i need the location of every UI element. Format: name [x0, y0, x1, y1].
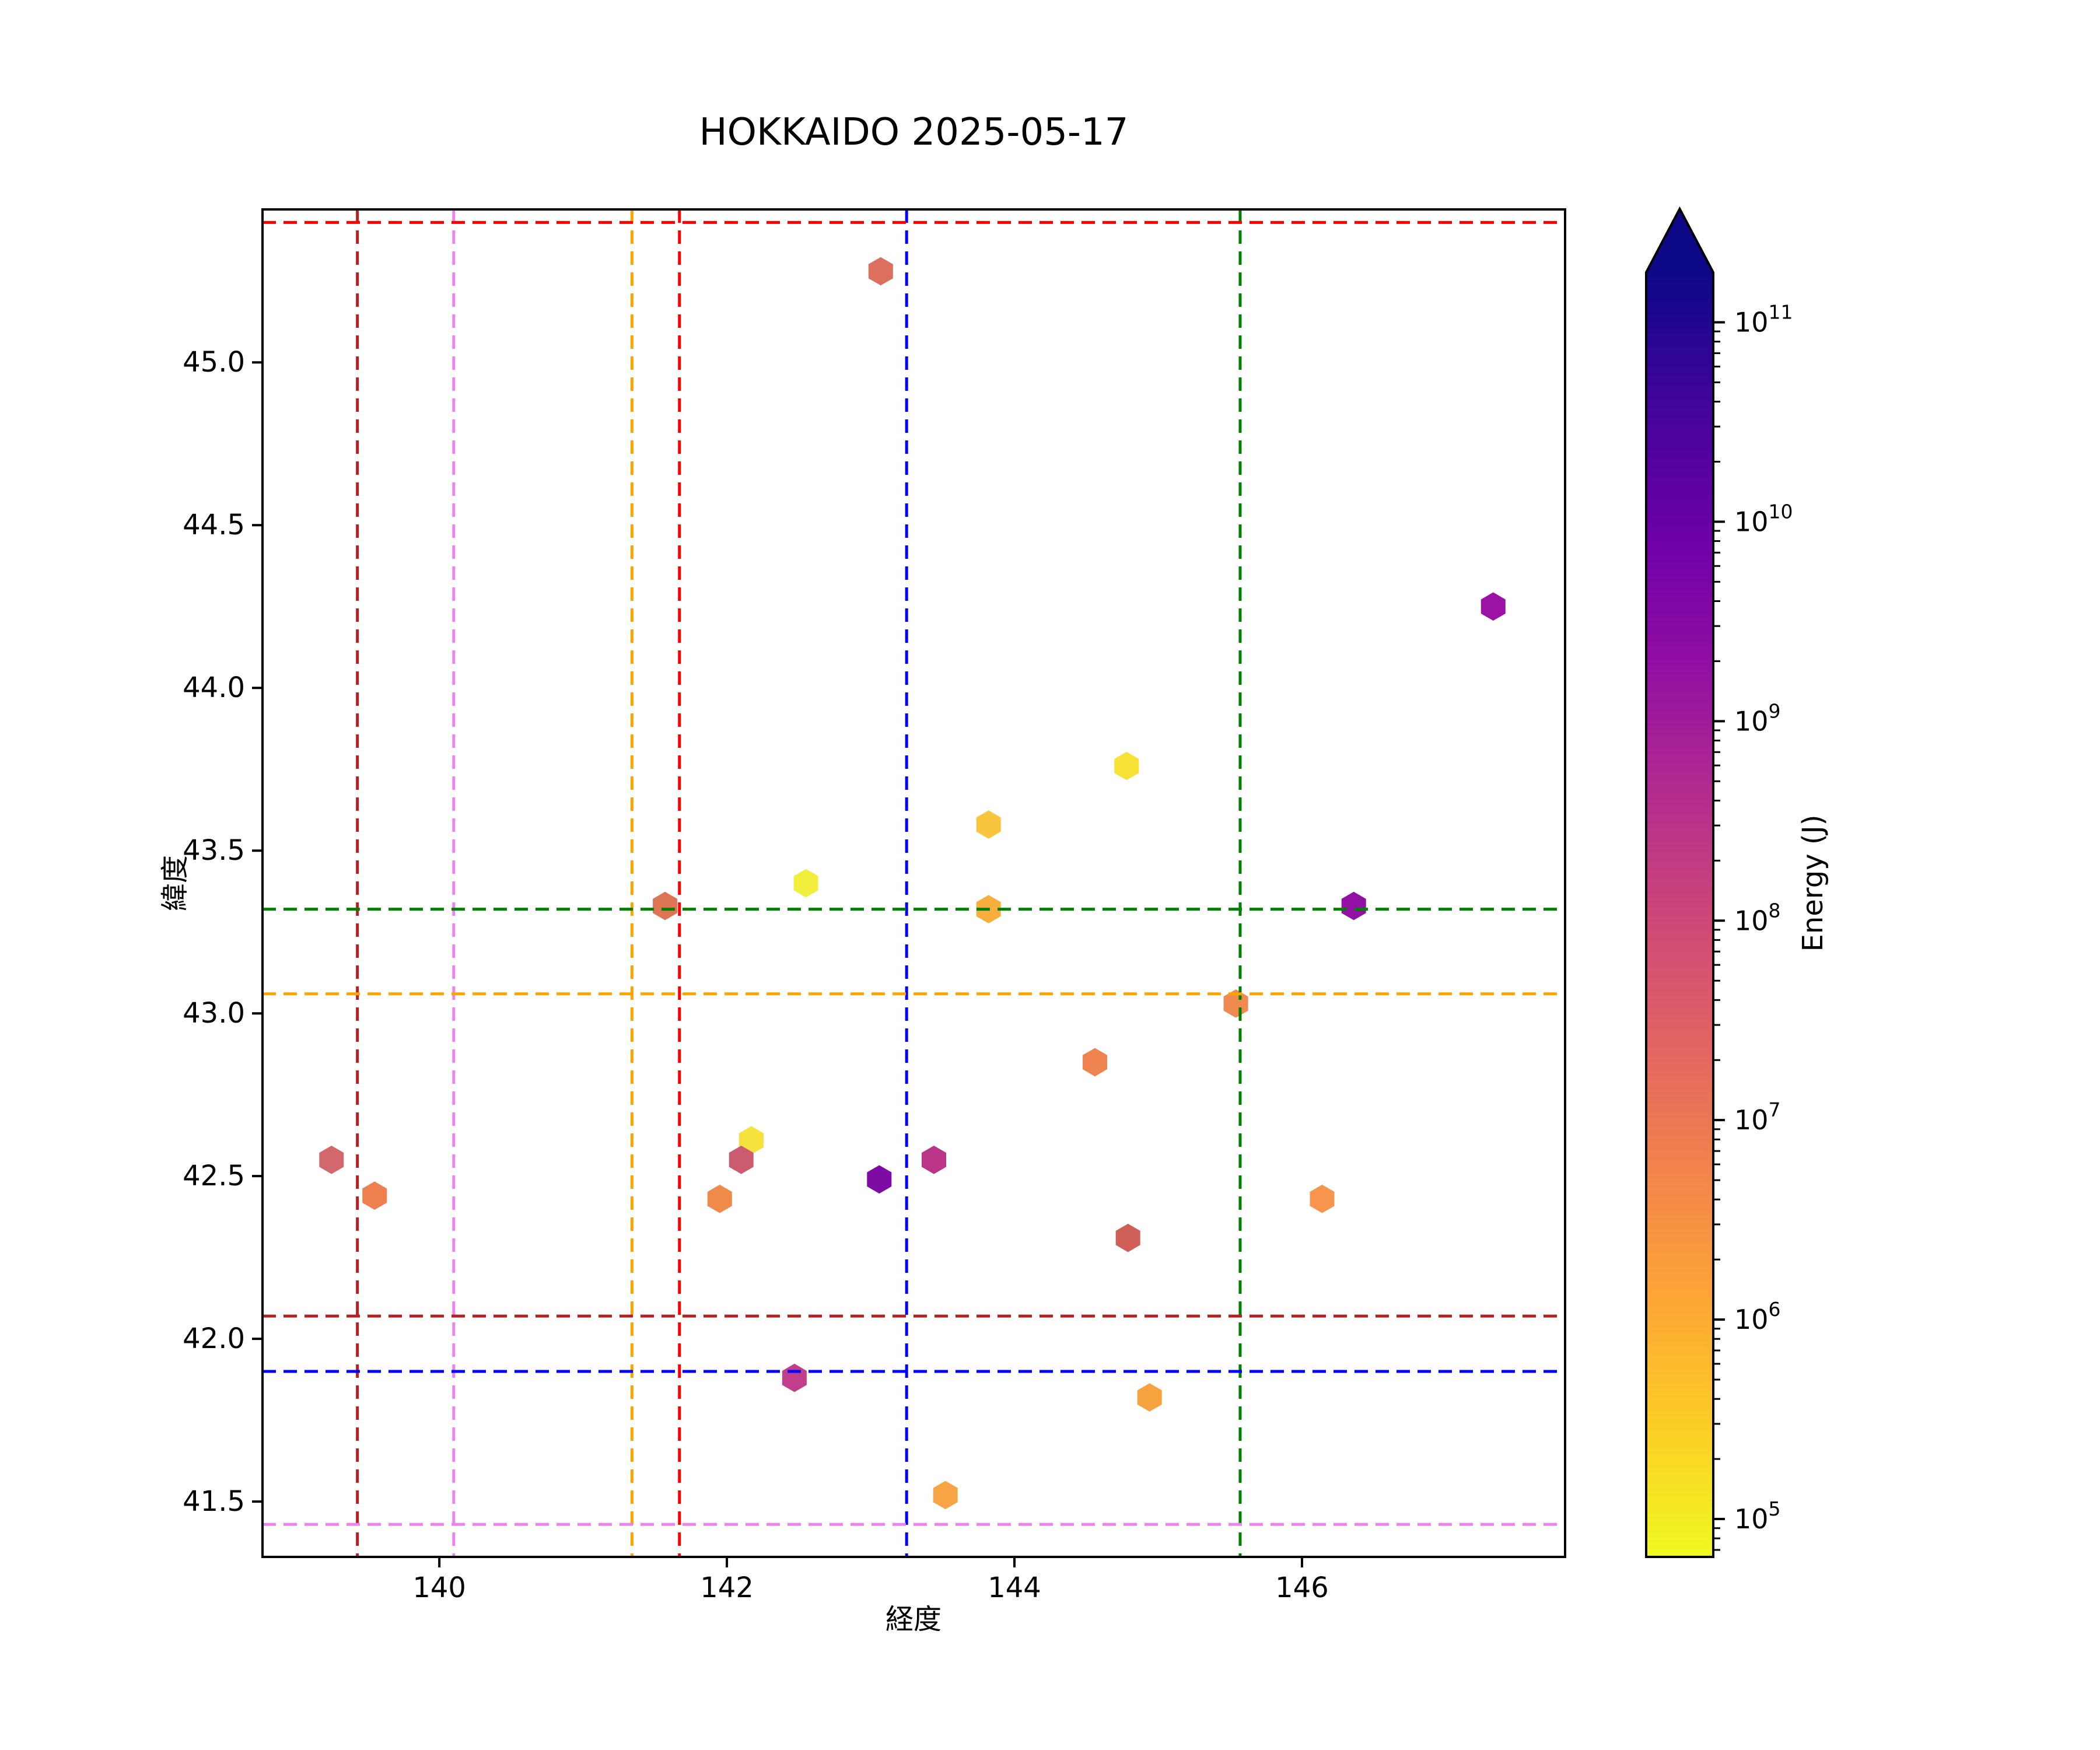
- x-tick-label: 146: [1275, 1572, 1329, 1604]
- data-point: [739, 1126, 764, 1155]
- colorbar-tick-label: 1011: [1734, 300, 1793, 338]
- y-tick-label: 43.5: [183, 834, 245, 867]
- colorbar-outline: [1645, 206, 1714, 1558]
- x-tick-label: 140: [412, 1572, 466, 1604]
- colorbar-tick-label: 1010: [1734, 500, 1793, 537]
- data-point: [1223, 989, 1248, 1018]
- x-tick-label: 142: [700, 1572, 754, 1604]
- data-point: [782, 1363, 807, 1392]
- colorbar-tick-label: 107: [1734, 1098, 1781, 1136]
- colorbar-label: Energy (J): [1797, 815, 1829, 952]
- data-point: [729, 1146, 754, 1174]
- data-point: [933, 1480, 958, 1510]
- x-axis-label: 経度: [886, 1603, 942, 1636]
- chart-title: HOKKAIDO 2025-05-17: [699, 111, 1129, 154]
- y-axis-label: 緯度: [159, 855, 191, 911]
- data-point: [1083, 1048, 1107, 1077]
- data-point: [1480, 592, 1506, 621]
- data-point: [976, 810, 1001, 839]
- data-point: [1114, 751, 1139, 780]
- y-tick-label: 42.0: [183, 1322, 245, 1355]
- data-point: [319, 1146, 344, 1174]
- y-tick-label: 44.0: [183, 671, 245, 704]
- y-tick-label: 44.5: [183, 509, 245, 541]
- y-tick-label: 41.5: [183, 1485, 245, 1518]
- colorbar-tick-label: 109: [1734, 699, 1781, 737]
- y-tick-label: 45.0: [183, 346, 245, 379]
- data-point: [1310, 1184, 1335, 1213]
- y-tick-label: 42.5: [183, 1160, 245, 1192]
- data-point: [868, 257, 893, 286]
- data-point: [867, 1165, 892, 1194]
- data-point: [653, 891, 678, 921]
- colorbar-gradient: [1646, 272, 1713, 1557]
- y-tick-label: 43.0: [183, 997, 245, 1030]
- colorbar-tick-label: 108: [1734, 899, 1781, 936]
- x-tick-label: 144: [988, 1572, 1041, 1604]
- data-point: [793, 869, 818, 898]
- plot-border: [261, 208, 1566, 1558]
- data-point: [707, 1184, 732, 1213]
- data-point: [1341, 891, 1366, 921]
- data-point: [1137, 1383, 1162, 1412]
- colorbar-extend-arrow: [1646, 209, 1713, 272]
- data-point: [1115, 1223, 1140, 1252]
- colorbar-tick-label: 106: [1734, 1298, 1781, 1335]
- data-point: [362, 1181, 387, 1210]
- colorbar-tick-label: 105: [1734, 1497, 1781, 1535]
- data-point: [922, 1146, 946, 1174]
